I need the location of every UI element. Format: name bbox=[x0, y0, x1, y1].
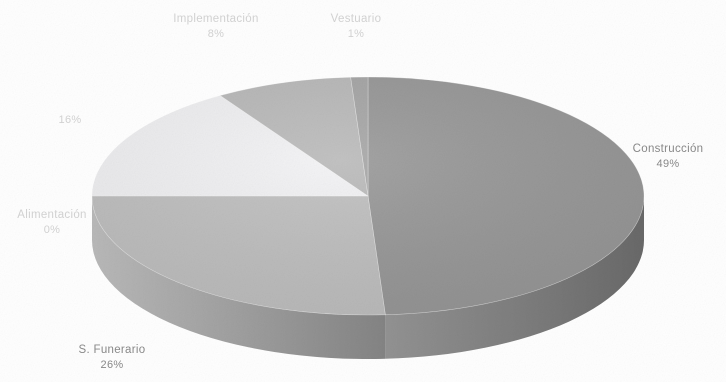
scan-texture bbox=[0, 0, 726, 382]
pie-chart: Construcción49%S. Funerario26%Alimentaci… bbox=[0, 0, 726, 382]
pie-chart-canvas: Construcción49%S. Funerario26%Alimentaci… bbox=[0, 0, 726, 382]
